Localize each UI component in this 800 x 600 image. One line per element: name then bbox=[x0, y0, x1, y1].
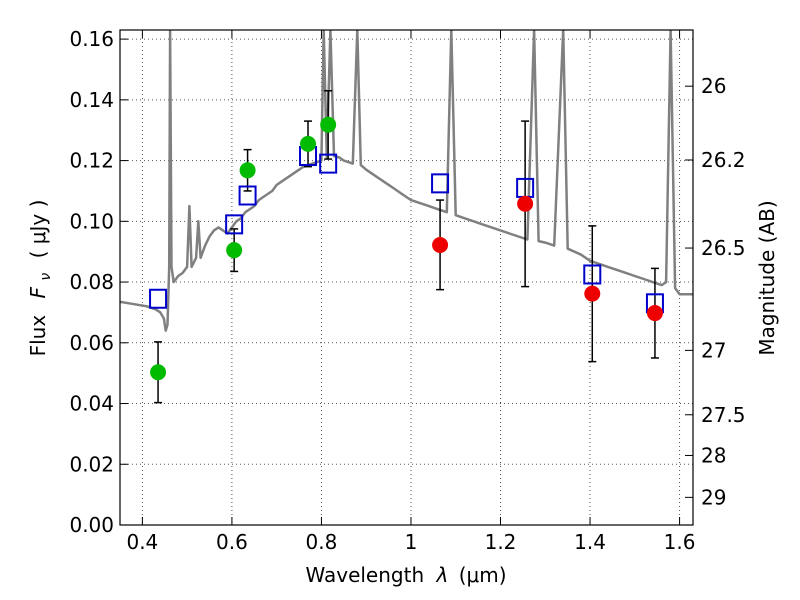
model-photometry-square bbox=[225, 214, 244, 235]
y-tick-label: 0.06 bbox=[69, 331, 114, 355]
x-tick-label: 0.6 bbox=[216, 530, 248, 554]
right-axis-label: Magnitude (AB) bbox=[755, 200, 779, 355]
right-tick-label: 28 bbox=[701, 443, 726, 467]
markers-layer bbox=[149, 116, 664, 381]
y-axis-label: Flux F ν ( μJy ) bbox=[26, 200, 55, 357]
model-photometry-square bbox=[149, 288, 168, 309]
right-tick-label: 26.2 bbox=[701, 148, 746, 172]
x-tick-label: 1.2 bbox=[485, 530, 517, 554]
model-photometry-square bbox=[238, 185, 257, 206]
green-data-point bbox=[320, 116, 337, 133]
x-tick-label: 1.6 bbox=[664, 530, 696, 554]
green-data-point bbox=[239, 162, 256, 179]
y-tick-label: 0.10 bbox=[69, 209, 114, 233]
y-tick-label: 0.00 bbox=[69, 513, 114, 537]
y-axis-label-unit: ( μJy ) bbox=[26, 200, 50, 259]
green-data-point bbox=[300, 135, 317, 152]
x-axis-label-unit: (μm) bbox=[459, 563, 507, 587]
red-data-point bbox=[646, 305, 663, 322]
model-photometry-square bbox=[319, 153, 338, 174]
x-axis-label-prefix: Wavelength bbox=[305, 563, 424, 587]
ticks-layer: 0.4 0.6 0.8 1 1.2 1.4 1.6 0.00 0.02 0.04 0.06 0.08 0… bbox=[69, 27, 745, 554]
red-data-point bbox=[517, 195, 534, 212]
x-tick-label: 1 bbox=[405, 530, 418, 554]
right-tick-label: 29 bbox=[701, 485, 726, 509]
right-tick-label: 27 bbox=[701, 338, 726, 362]
y-tick-label: 0.14 bbox=[69, 88, 114, 112]
red-data-point bbox=[432, 237, 449, 254]
y-axis-label-prefix: Flux bbox=[26, 315, 50, 357]
x-tick-label: 0.4 bbox=[126, 530, 158, 554]
model-photometry-square bbox=[431, 173, 450, 194]
plot-frame bbox=[119, 29, 694, 526]
y-axis-label-subscript: ν bbox=[38, 273, 54, 281]
x-axis-label: Wavelength λ (μm) bbox=[305, 563, 506, 587]
right-tick-label: 26 bbox=[701, 74, 726, 98]
grid-lines bbox=[120, 30, 693, 526]
x-axis-label-symbol: λ bbox=[436, 563, 449, 587]
y-tick-label: 0.12 bbox=[69, 149, 114, 173]
y-tick-label: 0.16 bbox=[69, 27, 114, 51]
y-axis-label-symbol: F bbox=[26, 286, 50, 298]
right-tick-label: 27.5 bbox=[701, 403, 746, 427]
x-tick-label: 1.4 bbox=[574, 530, 606, 554]
red-data-point bbox=[584, 285, 601, 302]
right-tick-label: 26.5 bbox=[701, 236, 746, 260]
y-tick-label: 0.02 bbox=[69, 452, 114, 476]
green-data-point bbox=[226, 242, 243, 259]
model-photometry-square bbox=[583, 264, 602, 285]
x-tick-label: 0.8 bbox=[306, 530, 338, 554]
green-data-point bbox=[150, 364, 167, 381]
y-tick-label: 0.08 bbox=[69, 270, 114, 294]
y-tick-label: 0.04 bbox=[69, 392, 114, 416]
